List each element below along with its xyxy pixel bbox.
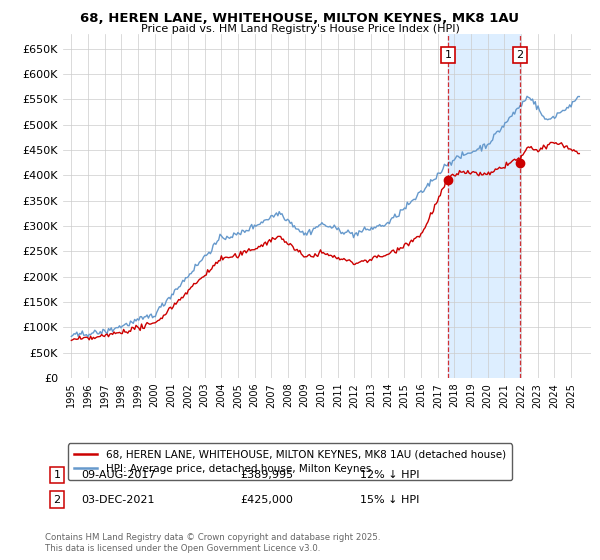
Text: 68, HEREN LANE, WHITEHOUSE, MILTON KEYNES, MK8 1AU: 68, HEREN LANE, WHITEHOUSE, MILTON KEYNE… [80, 12, 520, 25]
Text: Price paid vs. HM Land Registry's House Price Index (HPI): Price paid vs. HM Land Registry's House … [140, 24, 460, 34]
Text: Contains HM Land Registry data © Crown copyright and database right 2025.
This d: Contains HM Land Registry data © Crown c… [45, 533, 380, 553]
Text: 2: 2 [53, 494, 61, 505]
Text: 12% ↓ HPI: 12% ↓ HPI [360, 470, 419, 480]
Text: 15% ↓ HPI: 15% ↓ HPI [360, 494, 419, 505]
Text: 1: 1 [445, 50, 452, 60]
Text: 09-AUG-2017: 09-AUG-2017 [81, 470, 155, 480]
Text: 03-DEC-2021: 03-DEC-2021 [81, 494, 155, 505]
Text: £389,995: £389,995 [240, 470, 293, 480]
Legend: 68, HEREN LANE, WHITEHOUSE, MILTON KEYNES, MK8 1AU (detached house), HPI: Averag: 68, HEREN LANE, WHITEHOUSE, MILTON KEYNE… [68, 444, 512, 480]
Text: 1: 1 [53, 470, 61, 480]
Text: £425,000: £425,000 [240, 494, 293, 505]
Bar [448, 34, 520, 378]
Text: 2: 2 [516, 50, 523, 60]
